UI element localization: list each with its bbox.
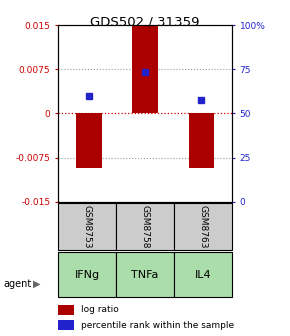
Bar xyxy=(174,203,232,250)
Bar xyxy=(58,252,116,297)
Bar xyxy=(174,252,232,297)
Text: IFNg: IFNg xyxy=(75,270,99,280)
Bar xyxy=(188,114,214,168)
Text: TNFa: TNFa xyxy=(131,270,159,280)
Bar xyxy=(116,203,174,250)
Bar xyxy=(58,304,74,315)
Text: IL4: IL4 xyxy=(195,270,211,280)
Bar xyxy=(58,203,116,250)
Bar xyxy=(116,252,174,297)
Text: GSM8753: GSM8753 xyxy=(82,205,92,249)
Bar xyxy=(76,114,102,168)
Text: GSM8758: GSM8758 xyxy=(140,205,150,249)
Text: log ratio: log ratio xyxy=(81,305,118,314)
Bar xyxy=(132,27,158,114)
Text: agent: agent xyxy=(3,279,31,289)
Text: percentile rank within the sample: percentile rank within the sample xyxy=(81,321,234,330)
Text: ▶: ▶ xyxy=(32,279,40,289)
Text: GDS502 / 31359: GDS502 / 31359 xyxy=(90,15,200,28)
Text: GSM8763: GSM8763 xyxy=(198,205,208,249)
Bar xyxy=(58,320,74,330)
